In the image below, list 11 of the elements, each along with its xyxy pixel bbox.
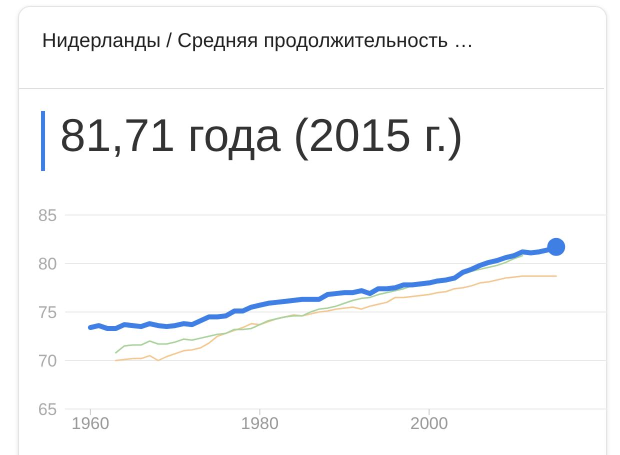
y-tick-label: 65	[38, 400, 57, 420]
line-series	[115, 275, 557, 362]
x-tick-label: 2000	[410, 414, 448, 434]
y-tick-label: 70	[38, 352, 57, 371]
annotation: 81,71 года (2015 г.)	[60, 108, 464, 162]
x-tick-label: 1960	[71, 414, 110, 434]
chart-title: Нидерланды / Средняя продолжительность …	[42, 30, 474, 53]
x-tick-label: 1980	[240, 414, 279, 434]
y-tick-label: 75	[38, 303, 57, 322]
y-tick-label: 80	[38, 254, 57, 274]
y-tick-label: 85	[38, 206, 57, 226]
